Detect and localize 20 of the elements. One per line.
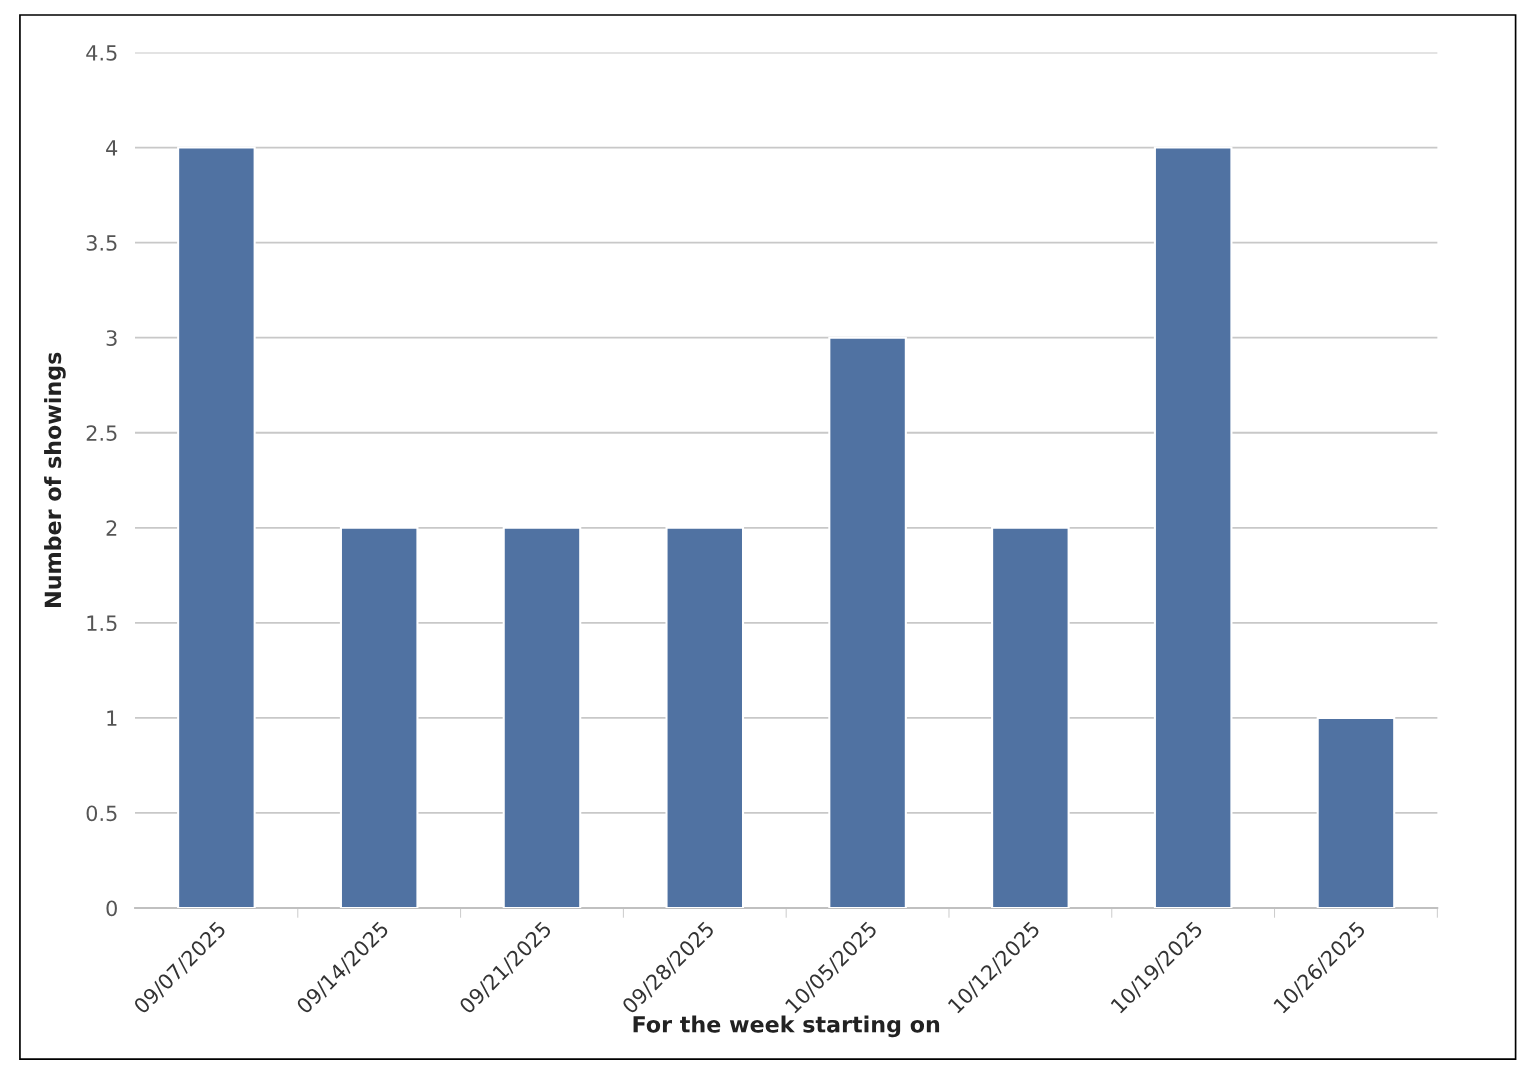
bar — [991, 526, 1070, 908]
y-tick-label: 1 — [107, 710, 117, 726]
y-tick-label: 4 — [106, 140, 118, 156]
y-tick-label: 3 — [106, 330, 117, 346]
y-tick-label: 0 — [106, 900, 117, 917]
bar — [339, 526, 419, 908]
bar — [828, 336, 907, 908]
y-tick-label: 1.5 — [87, 615, 117, 632]
y-tick-label: 3.5 — [86, 235, 117, 251]
y-tick-label: 4.5 — [86, 45, 117, 61]
y-tick-label: 2.5 — [86, 425, 117, 441]
bar — [502, 526, 582, 908]
bar — [177, 146, 256, 908]
bar — [665, 526, 745, 908]
bar — [1153, 146, 1233, 908]
y-tick-label: 2 — [106, 520, 117, 536]
y-axis-title: Number of showings — [44, 352, 66, 607]
x-axis-title: For the week starting on — [633, 1015, 940, 1038]
y-tick-label: 0.5 — [86, 805, 117, 822]
bar — [1316, 716, 1396, 908]
